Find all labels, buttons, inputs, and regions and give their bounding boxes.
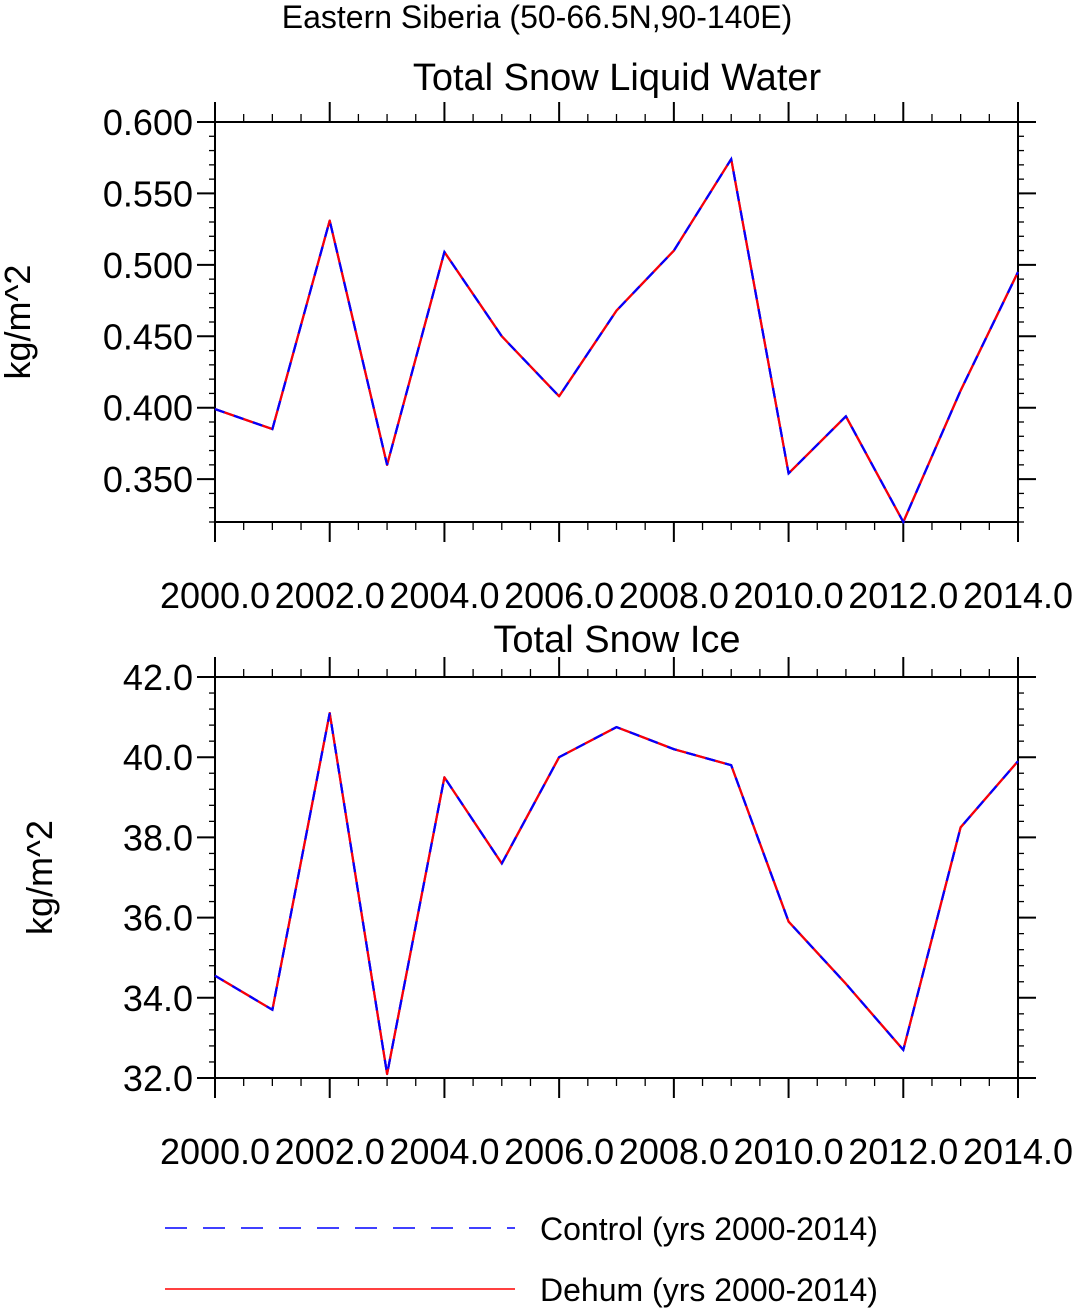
chart-title: Total Snow Ice bbox=[493, 619, 740, 661]
x-tick-label: 2004.0 bbox=[389, 575, 499, 616]
x-tick-label: 2014.0 bbox=[963, 1131, 1073, 1172]
y-tick-label: 40.0 bbox=[123, 737, 193, 778]
x-tick-label: 2012.0 bbox=[848, 575, 958, 616]
series-line-control-dash bbox=[214, 712, 1019, 1075]
legend-label-dehum: Dehum (yrs 2000-2014) bbox=[540, 1272, 878, 1308]
x-tick-label: 2014.0 bbox=[963, 575, 1073, 616]
x-tick-label: 2010.0 bbox=[734, 575, 844, 616]
x-tick-label: 2008.0 bbox=[619, 575, 729, 616]
legend-label-control: Control (yrs 2000-2014) bbox=[540, 1211, 878, 1247]
series-line-control bbox=[214, 158, 1019, 524]
x-tick-label: 2000.0 bbox=[160, 575, 270, 616]
y-axis-label: kg/m^2 bbox=[19, 820, 60, 935]
legend-item-dehum: Dehum (yrs 2000-2014) bbox=[165, 1272, 878, 1308]
y-tick-label: 0.550 bbox=[103, 173, 193, 214]
series-line-dehum bbox=[214, 711, 1019, 1076]
x-tick-label: 2012.0 bbox=[848, 1131, 958, 1172]
x-tick-label: 2006.0 bbox=[504, 575, 614, 616]
chart-panel-snow-ice: Total Snow Ice 32.0 34.0 36.0 38.0 40.0 42.0 2… bbox=[19, 619, 1073, 1172]
chart-panel-liquid-water: Total Snow Liquid Water 0.350 0.400 0.450 0… bbox=[0, 57, 1073, 616]
x-tick-label: 2002.0 bbox=[275, 1131, 385, 1172]
y-tick-label: 0.450 bbox=[103, 316, 193, 357]
plot-frame bbox=[214, 676, 1019, 1079]
y-tick-label: 0.500 bbox=[103, 245, 193, 286]
y-tick-label: 0.350 bbox=[103, 459, 193, 500]
y-tick-label: 42.0 bbox=[123, 657, 193, 698]
series-line-control bbox=[214, 711, 1019, 1076]
figure-title: Eastern Siberia (50-66.5N,90-140E) bbox=[282, 0, 793, 35]
y-tick-label: 0.600 bbox=[103, 102, 193, 143]
x-tick-label: 2006.0 bbox=[504, 1131, 614, 1172]
x-tick-label: 2002.0 bbox=[275, 575, 385, 616]
legend-item-control: Control (yrs 2000-2014) bbox=[165, 1211, 878, 1247]
x-tick-label: 2008.0 bbox=[619, 1131, 729, 1172]
y-tick-label: 38.0 bbox=[123, 817, 193, 858]
x-tick-label: 2000.0 bbox=[160, 1131, 270, 1172]
x-tick-label: 2004.0 bbox=[389, 1131, 499, 1172]
y-tick-label: 34.0 bbox=[123, 978, 193, 1019]
legend: Control (yrs 2000-2014) Dehum (yrs 2000-… bbox=[165, 1211, 878, 1308]
series-line-dehum bbox=[214, 158, 1019, 524]
y-tick-label: 36.0 bbox=[123, 898, 193, 939]
y-tick-label: 32.0 bbox=[123, 1058, 193, 1099]
plot-frame bbox=[214, 121, 1019, 523]
x-tick-label: 2010.0 bbox=[734, 1131, 844, 1172]
y-tick-label: 0.400 bbox=[103, 388, 193, 429]
y-axis-label: kg/m^2 bbox=[0, 265, 38, 380]
series-line-control-dash bbox=[214, 156, 1019, 525]
chart-title: Total Snow Liquid Water bbox=[413, 57, 822, 99]
